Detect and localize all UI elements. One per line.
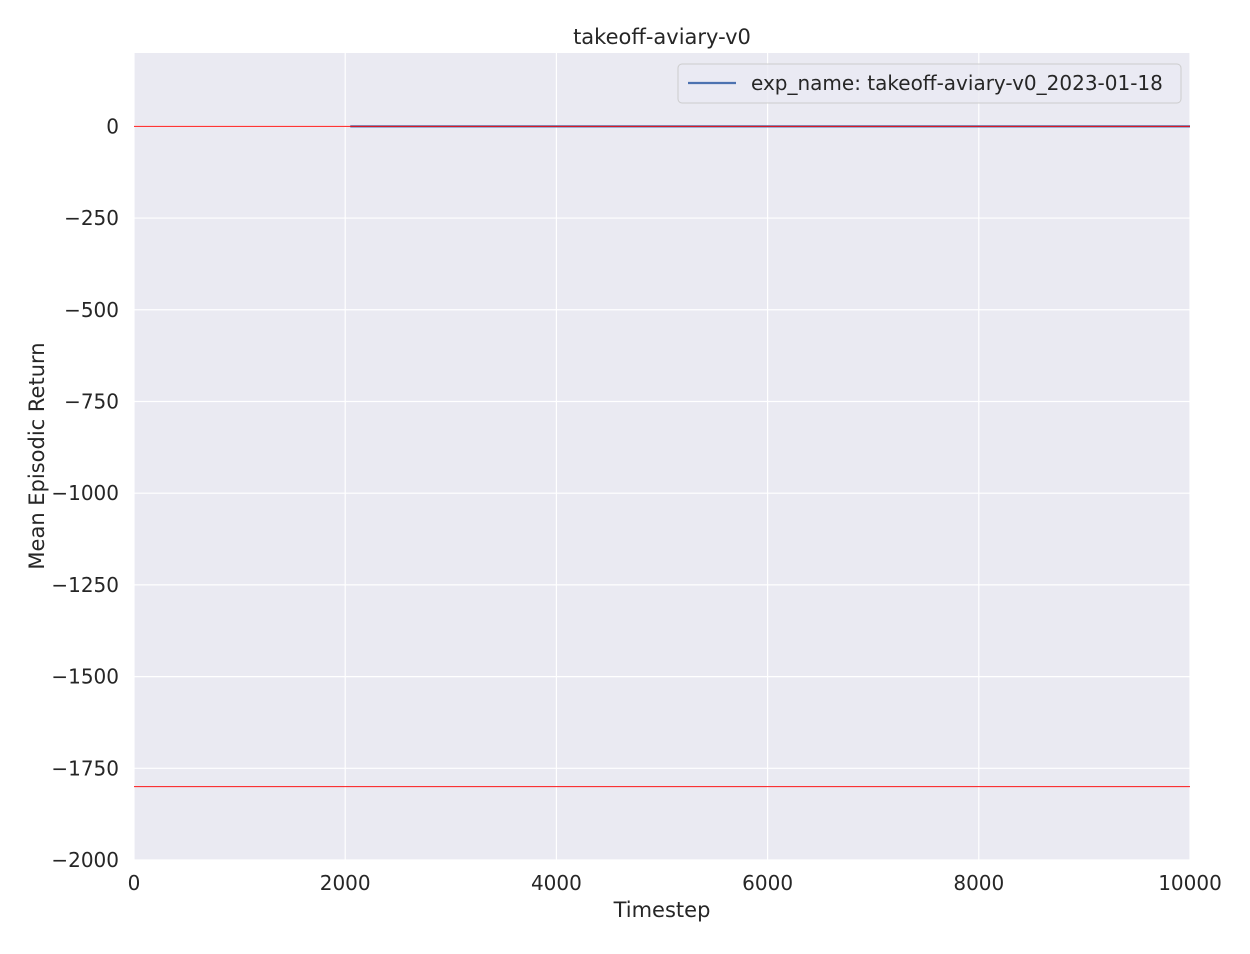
x-tick-label: 4000 xyxy=(531,871,582,895)
chart-title: takeoff-aviary-v0 xyxy=(573,25,751,49)
x-tick-labels: 0 2000 4000 6000 8000 10000 xyxy=(128,871,1222,895)
y-tick-label: −500 xyxy=(64,298,119,322)
y-tick-label: −1750 xyxy=(51,756,119,780)
legend: exp_name: takeoff-aviary-v0_2023-01-18 xyxy=(677,63,1182,104)
y-tick-label: −1250 xyxy=(51,573,119,597)
y-tick-label: −250 xyxy=(64,206,119,230)
x-tick-label: 6000 xyxy=(742,871,793,895)
y-tick-label: −2000 xyxy=(51,848,119,872)
y-tick-label: −1000 xyxy=(51,481,119,505)
y-tick-labels: 0 −250 −500 −750 −1000 −1250 −1500 −1750 −2000 xyxy=(51,114,119,872)
y-tick-label: 0 xyxy=(106,114,119,138)
legend-label: exp_name: takeoff-aviary-v0_2023-01-18 xyxy=(751,71,1163,95)
legend-box xyxy=(677,63,1182,104)
x-tick-label: 0 xyxy=(128,871,141,895)
x-tick-label: 10000 xyxy=(1158,871,1222,895)
y-tick-label: −750 xyxy=(64,389,119,413)
x-tick-label: 2000 xyxy=(320,871,371,895)
plot-background xyxy=(134,53,1190,860)
reference-lines xyxy=(134,125,1190,788)
x-tick-label: 8000 xyxy=(953,871,1004,895)
y-axis-label: Mean Episodic Return xyxy=(25,342,49,569)
y-tick-label: −1500 xyxy=(51,665,119,689)
x-axis-label: Timestep xyxy=(613,898,711,922)
grid-lines xyxy=(133,53,1191,861)
